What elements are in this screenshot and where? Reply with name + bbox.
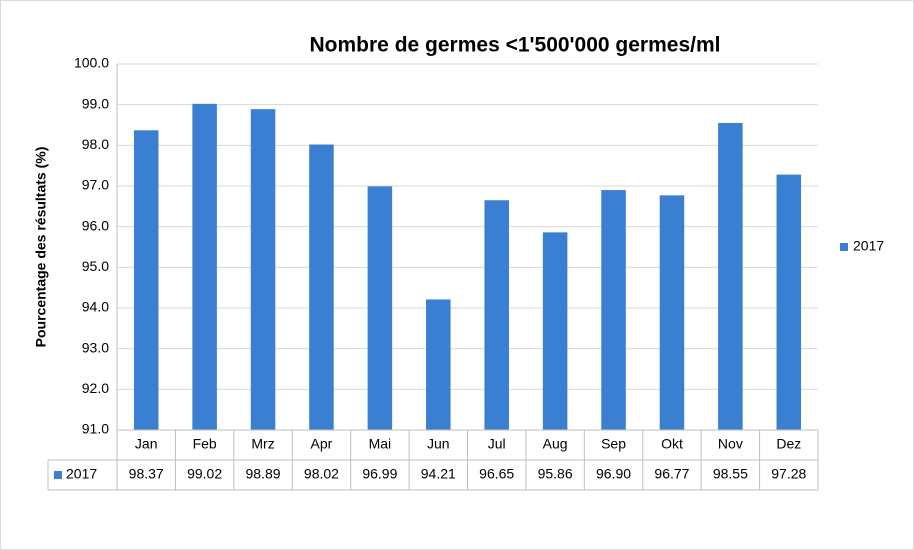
- y-tick-label: 93.0: [82, 339, 109, 355]
- y-tick-label: 92.0: [82, 380, 109, 396]
- bar: [426, 299, 451, 430]
- bar: [718, 122, 743, 430]
- table-value: 96.99: [362, 466, 397, 482]
- table-value: 98.89: [246, 466, 281, 482]
- x-tick-label: Sep: [601, 436, 626, 452]
- bar: [776, 174, 802, 430]
- x-tick-label: Apr: [311, 436, 333, 452]
- y-tick-label: 99.0: [82, 95, 109, 111]
- x-tick-label: Mrz: [251, 436, 274, 452]
- table-value: 96.90: [596, 466, 631, 482]
- table-value: 98.55: [713, 466, 748, 482]
- x-tick-label: Aug: [543, 436, 568, 452]
- legend-key: [840, 243, 848, 251]
- x-tick-label: Jan: [135, 436, 158, 452]
- y-tick-label: 95.0: [82, 258, 109, 274]
- bar: [133, 130, 159, 430]
- bar: [542, 232, 568, 430]
- y-tick-label: 100.0: [74, 55, 109, 71]
- bar: [367, 186, 393, 430]
- bar: [192, 103, 217, 430]
- bar: [484, 200, 509, 430]
- x-tick-label: Mai: [369, 436, 392, 452]
- x-tick-label: Jun: [427, 436, 450, 452]
- y-tick-label: 94.0: [82, 299, 109, 315]
- bar: [250, 109, 276, 430]
- table-value: 96.77: [654, 466, 689, 482]
- table-value: 97.28: [771, 466, 806, 482]
- y-tick-label: 91.0: [82, 421, 109, 437]
- chart-title: Nombre de germes <1'500'000 germes/ml: [310, 34, 721, 57]
- x-tick-label: Feb: [193, 436, 217, 452]
- table-value: 99.02: [187, 466, 222, 482]
- table-legend-key: [54, 471, 62, 479]
- x-tick-label: Okt: [661, 436, 683, 452]
- x-tick-label: Nov: [718, 436, 743, 452]
- legend-label: 2017: [853, 238, 884, 254]
- table-value: 96.65: [479, 466, 514, 482]
- x-tick-label: Dez: [776, 436, 801, 452]
- table-series-name: 2017: [66, 466, 97, 482]
- bar: [601, 190, 626, 430]
- table-value: 94.21: [421, 466, 456, 482]
- bar: [659, 195, 685, 430]
- y-axis-label: Pourcentage des résultats (%): [33, 147, 49, 348]
- bar: [309, 144, 334, 430]
- y-tick-label: 96.0: [82, 217, 109, 233]
- x-tick-label: Jul: [488, 436, 506, 452]
- y-tick-label: 97.0: [82, 177, 109, 193]
- table-value: 98.02: [304, 466, 339, 482]
- table-value: 95.86: [538, 466, 573, 482]
- table-value: 98.37: [129, 466, 164, 482]
- y-tick-label: 98.0: [82, 136, 109, 152]
